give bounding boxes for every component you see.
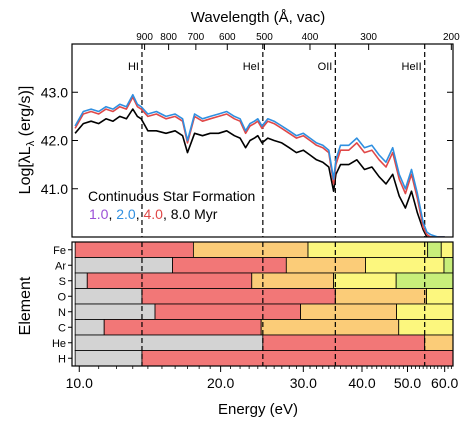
energy-x-ticks: 10.0 20.0 30.0 40.0 50.0 60.0 — [66, 366, 459, 391]
ylabel-end: (erg/s)] — [17, 86, 34, 141]
band-s-stage-0 — [74, 272, 88, 289]
band-s-stage-1 — [86, 272, 253, 289]
band-fe-stage-1 — [192, 241, 309, 258]
band-c-stage-3 — [398, 319, 454, 336]
energy-x-label: Energy (eV) — [218, 401, 298, 418]
band-n-stage-2 — [300, 303, 398, 320]
legend-entry-1-0: 1.0 — [89, 206, 109, 222]
band-o-stage-3 — [426, 288, 454, 305]
band-s-stage-3 — [333, 272, 397, 289]
top-tick-label: 300 — [360, 32, 377, 43]
band-o-stage-1 — [141, 288, 336, 305]
band-ar-stage-3 — [365, 257, 445, 274]
legend-title: Continuous Star Formation — [88, 188, 255, 204]
band-ar-stage-4 — [443, 257, 454, 274]
band-fe-stage-4 — [440, 241, 454, 258]
band-o-stage-2 — [334, 288, 427, 305]
legend-entry-2-0: 2.0 — [116, 206, 136, 222]
band-c-stage-0 — [74, 319, 105, 336]
y-tick-label: 43.0 — [41, 84, 68, 100]
series-line-8-0 — [74, 108, 445, 237]
top-tick-label: 400 — [302, 32, 319, 43]
top-tick-label: 800 — [160, 32, 177, 43]
ionization-edge-lines: HI HeI OII HeII — [128, 44, 426, 237]
band-he-stage-2 — [424, 334, 454, 351]
x-tick-label: 30.0 — [290, 375, 317, 391]
band-c-stage-1 — [103, 319, 262, 336]
element-edge-lines — [141, 242, 426, 366]
top-tick-label: 600 — [219, 32, 236, 43]
legend-entry-4-0: 4.0 — [144, 206, 164, 222]
series-line-4-0 — [74, 96, 445, 237]
edge-label-oii: OII — [318, 61, 333, 73]
spectrum-series — [74, 93, 445, 237]
element-ionization-bands — [74, 241, 454, 367]
legend-series-line: 1.0, 2.0, 4.0, 8.0 Myr — [89, 206, 218, 222]
legend-separator: , — [136, 206, 144, 222]
element-label-h: H — [58, 353, 66, 365]
series-line-2-0 — [74, 93, 445, 237]
element-label-fe: Fe — [53, 245, 66, 257]
top-tick-label: 200 — [443, 32, 460, 43]
edge-label-hi: HI — [128, 61, 139, 73]
band-ar-stage-0 — [74, 257, 173, 274]
band-fe-stage-2 — [307, 241, 429, 258]
band-fe-stage-0 — [74, 241, 194, 258]
element-label-he: He — [52, 338, 66, 350]
band-n-stage-1 — [154, 303, 301, 320]
x-tick-label: 20.0 — [207, 375, 234, 391]
x-tick-label: 50.0 — [394, 375, 421, 391]
element-frame — [71, 241, 454, 367]
element-y-label: Element — [17, 276, 34, 335]
ylabel-subscript: λ — [25, 140, 37, 146]
band-ar-stage-2 — [285, 257, 366, 274]
element-label-s: S — [59, 276, 66, 288]
band-h-stage-1 — [141, 350, 454, 367]
band-h-stage-0 — [74, 350, 143, 367]
band-fe-stage-3 — [427, 241, 442, 258]
element-label-n: N — [58, 307, 66, 319]
y-tick-label: 42.0 — [41, 133, 68, 149]
band-o-stage-0 — [74, 288, 143, 305]
element-label-o: O — [57, 291, 66, 303]
band-he-stage-1 — [262, 334, 426, 351]
band-n-stage-0 — [74, 303, 156, 320]
top-tick-label: 900 — [136, 32, 153, 43]
spectrum-y-label: Log[λLλ (erg/s)] — [17, 86, 37, 195]
legend-unit: Myr — [190, 206, 218, 222]
ylabel-main: Log[λL — [17, 146, 34, 194]
legend-entry-8-0: 8.0 — [171, 206, 191, 222]
element-label-c: C — [58, 322, 66, 334]
y-tick-label: 41.0 — [41, 181, 68, 197]
band-s-stage-2 — [251, 272, 334, 289]
band-c-stage-2 — [260, 319, 400, 336]
top-tick-label: 500 — [256, 32, 273, 43]
element-label-ar: Ar — [55, 260, 66, 272]
band-ar-stage-1 — [172, 257, 287, 274]
top-axis-label: Wavelength (Å, vac) — [191, 9, 326, 26]
band-he-stage-0 — [74, 334, 264, 351]
top-tick-label: 700 — [188, 32, 205, 43]
x-tick-label: 10.0 — [66, 375, 93, 391]
x-tick-label: 40.0 — [348, 375, 375, 391]
legend-separator: , — [108, 206, 116, 222]
top-wavelength-ticks: 900 800 700 600 500 400 300 200 — [136, 32, 460, 50]
x-tick-label: 60.0 — [431, 375, 458, 391]
edge-label-heii: HeII — [402, 61, 422, 73]
legend-separator: , — [163, 206, 171, 222]
spectrum-y-ticks: 43.0 42.0 41.0 — [41, 84, 453, 197]
edge-label-hei: HeI — [243, 61, 260, 73]
